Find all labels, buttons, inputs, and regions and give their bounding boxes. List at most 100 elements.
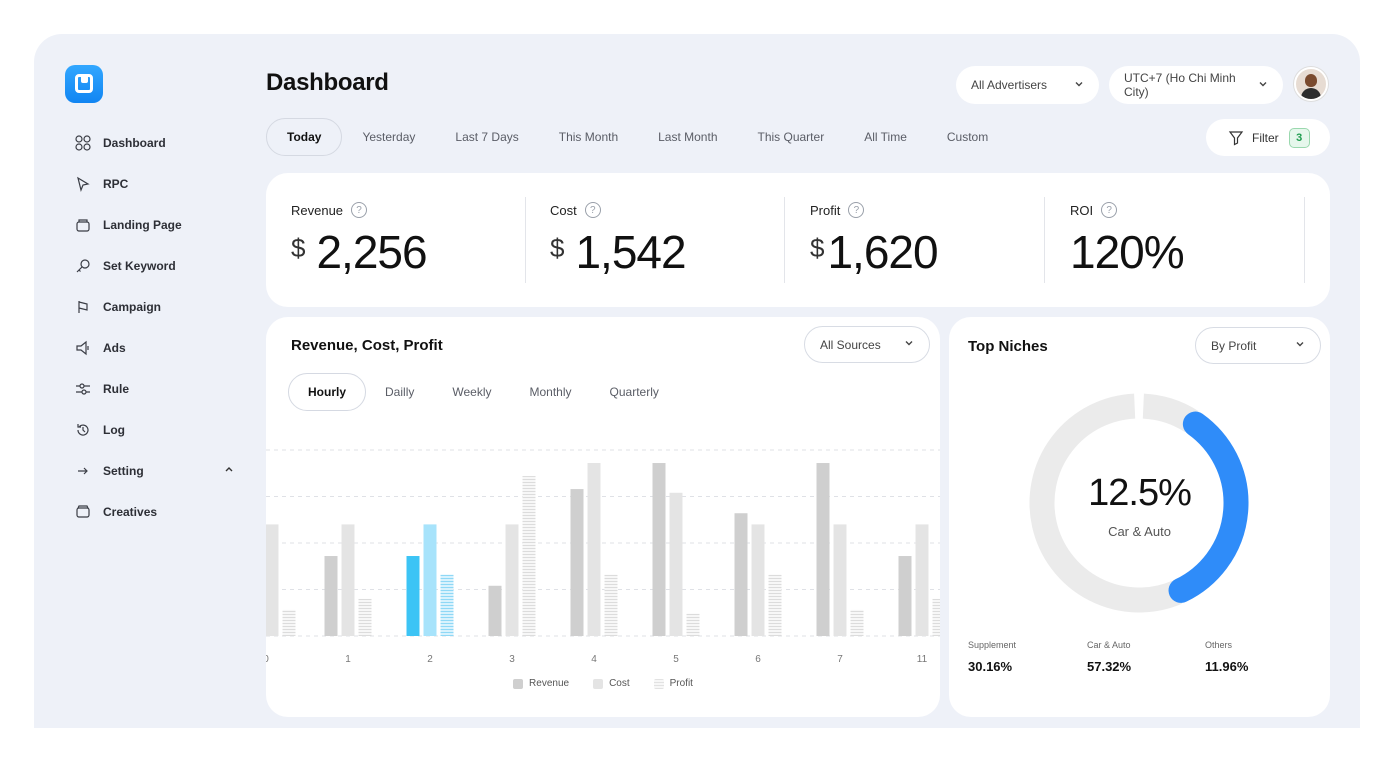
source-select[interactable]: All Sources bbox=[804, 326, 930, 363]
timezone-select[interactable]: UTC+7 (Ho Chi Minh City) bbox=[1109, 66, 1283, 104]
revenue-bar[interactable] bbox=[570, 489, 584, 636]
sidebar-item-rule[interactable]: Rule bbox=[74, 368, 234, 409]
chevron-down-icon bbox=[904, 338, 914, 351]
chevron-down-icon bbox=[1074, 79, 1084, 92]
timezone-select-value: UTC+7 (Ho Chi Minh City) bbox=[1124, 71, 1236, 99]
tab-last-month[interactable]: Last Month bbox=[658, 130, 718, 144]
sidebar-item-log[interactable]: Log bbox=[74, 409, 234, 450]
divider bbox=[525, 197, 526, 283]
x-tick-label: 1 bbox=[345, 654, 351, 665]
tab-all-time[interactable]: All Time bbox=[864, 130, 907, 144]
divider bbox=[1044, 197, 1045, 283]
sidebar-item-label: Campaign bbox=[103, 299, 162, 314]
profit-bar[interactable] bbox=[850, 609, 864, 636]
donut-highlight-segment[interactable] bbox=[1168, 411, 1249, 603]
revenue-bar[interactable] bbox=[816, 463, 830, 636]
app-logo[interactable] bbox=[65, 65, 103, 103]
donut-center-label: Car & Auto bbox=[1108, 524, 1171, 539]
revenue-bar[interactable] bbox=[898, 556, 912, 636]
legend-label: Revenue bbox=[529, 678, 570, 689]
stat-roi: ROI? 120% bbox=[1045, 173, 1304, 307]
cost-bar[interactable] bbox=[669, 492, 683, 636]
profit-bar[interactable] bbox=[282, 609, 296, 636]
stat-label: Revenue bbox=[291, 202, 344, 218]
help-icon[interactable]: ? bbox=[351, 202, 368, 218]
cost-bar[interactable] bbox=[423, 524, 437, 636]
currency-symbol: $ bbox=[810, 233, 825, 263]
donut-track-segment[interactable] bbox=[1029, 393, 1182, 613]
legend-swatch bbox=[593, 678, 604, 689]
sidebar-item-creatives[interactable]: Creatives bbox=[74, 491, 234, 532]
cost-bar[interactable] bbox=[915, 524, 929, 636]
stat-value: 1,620 bbox=[827, 226, 938, 278]
profit-bar[interactable] bbox=[522, 476, 536, 636]
cost-bar[interactable] bbox=[341, 524, 355, 636]
help-icon[interactable]: ? bbox=[848, 202, 865, 218]
legend-label: Cost bbox=[609, 678, 630, 689]
sidebar-item-campaign[interactable]: Campaign bbox=[74, 286, 234, 327]
profit-bar[interactable] bbox=[358, 598, 372, 636]
x-tick-label: 0 bbox=[266, 654, 269, 665]
cost-bar[interactable] bbox=[266, 524, 279, 636]
sidebar-item-label: Setting bbox=[103, 463, 144, 478]
sidebar-item-label: Dashboard bbox=[103, 135, 166, 150]
profit-bar[interactable] bbox=[604, 574, 618, 636]
x-tick-label: 11 bbox=[917, 654, 928, 665]
tab-this-quarter[interactable]: This Quarter bbox=[757, 130, 825, 144]
stat-value: 1,542 bbox=[575, 226, 686, 278]
sidebar-item-dashboard[interactable]: Dashboard bbox=[74, 122, 234, 163]
help-icon[interactable]: ? bbox=[1101, 202, 1118, 218]
cost-bar[interactable] bbox=[751, 524, 765, 636]
chevron-up-icon[interactable] bbox=[224, 464, 234, 477]
sidebar-item-setting[interactable]: Setting bbox=[74, 450, 234, 491]
niche-sort-value: By Profit bbox=[1211, 338, 1257, 353]
currency-symbol: $ bbox=[291, 233, 306, 263]
tab-weekly[interactable]: Weekly bbox=[452, 385, 492, 399]
profit-bar[interactable] bbox=[440, 574, 454, 636]
revenue-bar[interactable] bbox=[734, 513, 748, 636]
cost-bar[interactable] bbox=[833, 524, 847, 636]
niche-value: 30.16% bbox=[968, 659, 1013, 674]
tab-yesterday[interactable]: Yesterday bbox=[362, 130, 416, 144]
legend-item[interactable]: Revenue bbox=[513, 678, 569, 689]
revenue-bar[interactable] bbox=[488, 585, 502, 636]
niche-sort-select[interactable]: By Profit bbox=[1195, 327, 1321, 364]
chart-title: Revenue, Cost, Profit bbox=[291, 337, 443, 354]
cost-bar[interactable] bbox=[505, 524, 519, 636]
revenue-bar[interactable] bbox=[652, 463, 666, 636]
cost-bar[interactable] bbox=[587, 463, 601, 636]
legend-item[interactable]: Profit bbox=[653, 678, 693, 689]
tab-monthly[interactable]: Monthly bbox=[529, 385, 572, 399]
tab-this-month[interactable]: This Month bbox=[558, 130, 619, 144]
x-tick-label: 6 bbox=[755, 654, 761, 665]
tab-last-7-days[interactable]: Last 7 Days bbox=[455, 130, 519, 144]
filter-icon bbox=[1228, 130, 1244, 146]
tab-daily[interactable]: Dailly bbox=[385, 385, 415, 399]
stat-label: Cost bbox=[550, 202, 577, 218]
tab-custom[interactable]: Custom bbox=[946, 130, 989, 144]
sidebar-item-label: Rule bbox=[103, 381, 130, 396]
niche-value: 57.32% bbox=[1087, 659, 1132, 674]
profit-bar[interactable] bbox=[686, 613, 700, 636]
sidebar-item-set-keyword[interactable]: Set Keyword bbox=[74, 245, 234, 286]
stat-profit: Profit? $1,620 bbox=[785, 173, 1044, 307]
tab-hourly[interactable]: Hourly bbox=[288, 373, 367, 411]
history-icon bbox=[74, 421, 92, 439]
revenue-bar[interactable] bbox=[406, 556, 420, 636]
revenue-bar[interactable] bbox=[324, 556, 338, 636]
avatar[interactable] bbox=[1294, 67, 1328, 101]
filter-button[interactable]: Filter 3 bbox=[1206, 119, 1330, 156]
tab-today[interactable]: Today bbox=[266, 118, 343, 156]
cursor-icon bbox=[74, 175, 92, 193]
profit-bar[interactable] bbox=[932, 598, 941, 636]
wallet-icon bbox=[74, 216, 92, 234]
advertiser-select[interactable]: All Advertisers bbox=[956, 66, 1099, 104]
sidebar-item-rpc[interactable]: RPC bbox=[74, 163, 234, 204]
help-icon[interactable]: ? bbox=[584, 202, 601, 218]
filter-count-badge: 3 bbox=[1288, 127, 1310, 148]
profit-bar[interactable] bbox=[768, 574, 782, 636]
legend-item[interactable]: Cost bbox=[593, 678, 630, 689]
sidebar-item-landing-page[interactable]: Landing Page bbox=[74, 204, 234, 245]
tab-quarterly[interactable]: Quarterly bbox=[609, 385, 659, 399]
sidebar-item-ads[interactable]: Ads bbox=[74, 327, 234, 368]
